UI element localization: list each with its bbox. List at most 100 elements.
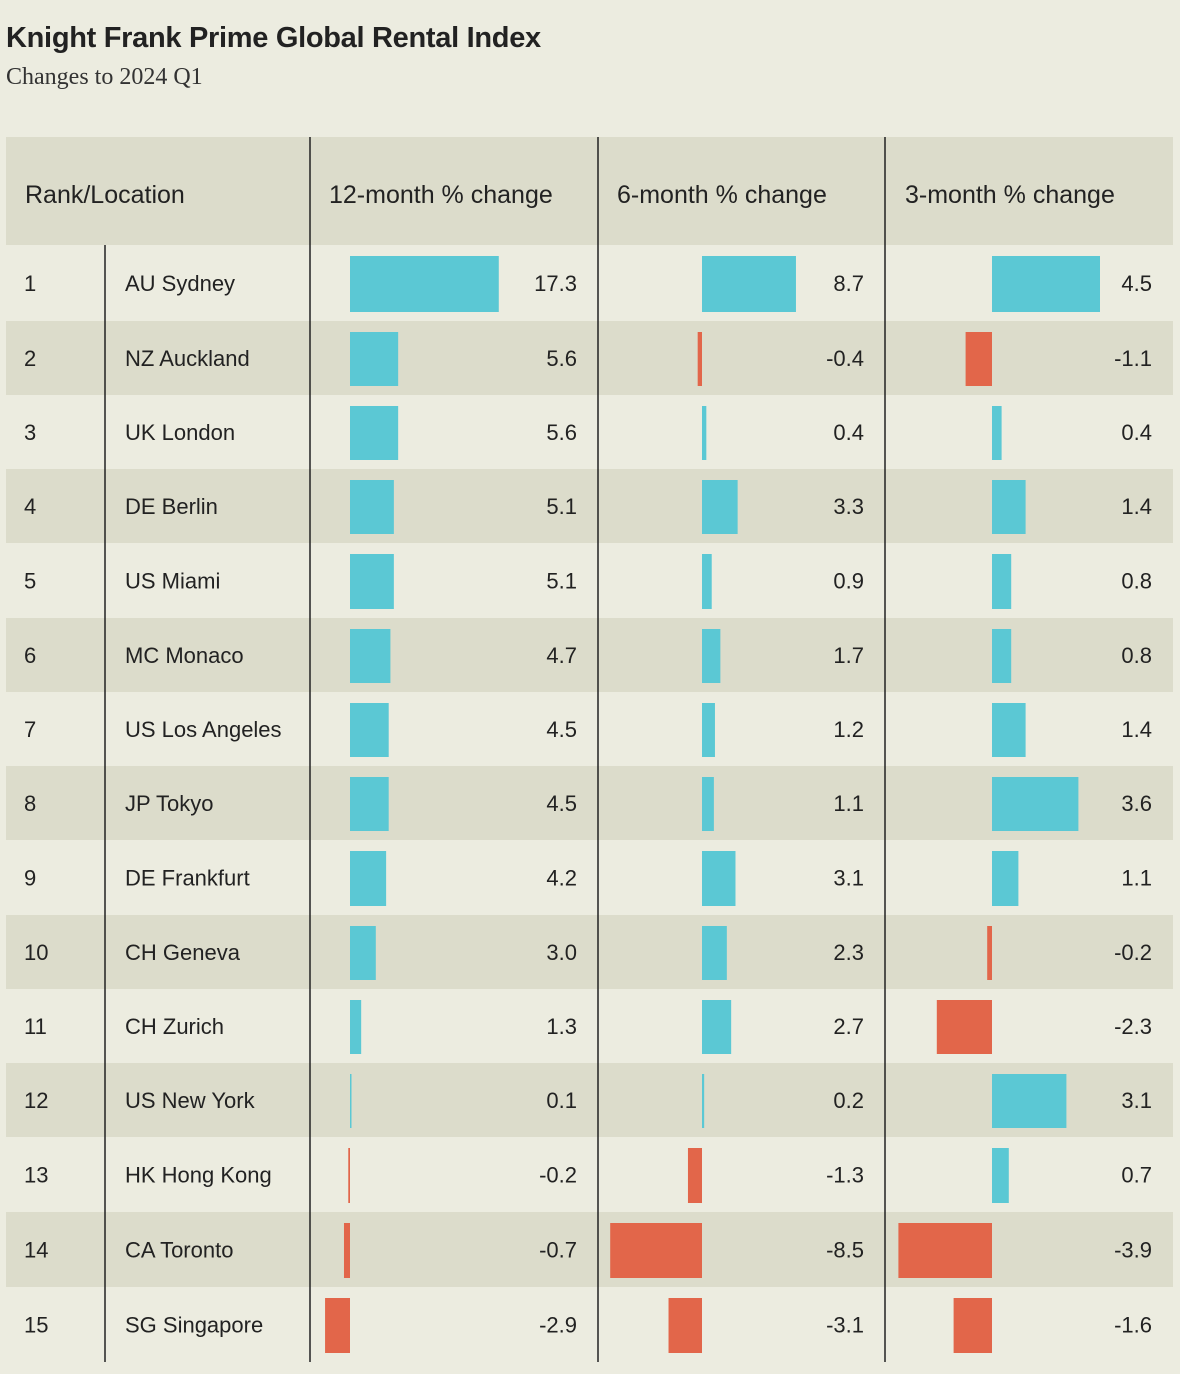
value-label: 4.7 (546, 643, 577, 668)
bar (992, 480, 1026, 534)
value-label: 3.0 (546, 940, 577, 965)
rank-label: 11 (24, 1014, 47, 1039)
value-label: -2.9 (539, 1313, 577, 1338)
bar (350, 703, 389, 757)
bar (348, 1148, 350, 1203)
value-label: 0.9 (833, 569, 864, 594)
rank-label: 1 (24, 271, 36, 296)
value-label: 3.6 (1121, 791, 1152, 816)
value-label: -8.5 (826, 1238, 864, 1263)
table-row-band (6, 618, 1173, 692)
bar (702, 851, 736, 906)
location-label: US New York (125, 1088, 256, 1113)
bar (702, 480, 738, 534)
bar (992, 406, 1002, 460)
value-label: 2.7 (833, 1014, 864, 1039)
rank-label: 6 (24, 643, 36, 668)
value-label: -0.2 (539, 1163, 577, 1188)
value-label: 17.3 (534, 271, 577, 296)
value-label: 0.7 (1121, 1163, 1152, 1188)
bar (350, 332, 399, 386)
bar (992, 703, 1026, 757)
bar (992, 1074, 1067, 1128)
rank-label: 8 (24, 791, 36, 816)
location-label: AU Sydney (125, 271, 235, 296)
location-label: DE Frankfurt (125, 866, 250, 891)
bar (992, 554, 1012, 609)
column-header: Rank/Location (25, 181, 185, 209)
rank-label: 10 (24, 940, 48, 965)
table-row-band (6, 469, 1173, 543)
bar (350, 256, 499, 312)
rank-label: 12 (24, 1088, 48, 1113)
bar (992, 256, 1100, 312)
bar (350, 1074, 352, 1128)
bar (702, 1000, 732, 1054)
bar (702, 926, 727, 980)
value-label: -3.1 (826, 1313, 864, 1338)
value-label: -2.3 (1114, 1014, 1152, 1039)
table-row-band (6, 1063, 1173, 1137)
rank-label: 14 (24, 1238, 48, 1263)
bar (687, 1148, 702, 1203)
location-label: CH Zurich (125, 1014, 224, 1039)
rental-index-table: Rank/Location 12-month % change 6-month % … (6, 137, 1173, 1362)
value-label: 1.4 (1121, 494, 1152, 519)
value-label: 5.1 (546, 569, 577, 594)
value-label: 1.2 (833, 717, 864, 742)
column-header: 6-month % change (617, 181, 827, 209)
value-label: 4.2 (546, 866, 577, 891)
table-row-band (6, 766, 1173, 840)
value-label: 0.4 (833, 420, 864, 445)
value-label: 4.5 (1121, 271, 1152, 296)
location-label: UK London (125, 420, 235, 445)
rank-label: 3 (24, 420, 36, 445)
bar (992, 851, 1019, 906)
value-label: 3.3 (833, 494, 864, 519)
bar (702, 703, 715, 757)
rental-index-chart: Rank/Location 12-month % change 6-month % … (6, 137, 1173, 1362)
value-label: 1.4 (1121, 717, 1152, 742)
rank-label: 7 (24, 717, 36, 742)
rank-label: 2 (24, 346, 36, 371)
table-row-band (6, 915, 1173, 989)
chart-title: Knight Frank Prime Global Rental Index (6, 22, 541, 54)
bar (350, 851, 387, 906)
bar (610, 1223, 702, 1278)
location-label: SG Singapore (125, 1313, 263, 1338)
value-label: -3.9 (1114, 1238, 1152, 1263)
value-label: 1.1 (833, 791, 864, 816)
rank-label: 4 (24, 494, 36, 519)
value-label: 4.5 (546, 791, 577, 816)
bar (343, 1223, 350, 1278)
value-label: 0.2 (833, 1088, 864, 1113)
value-label: -0.7 (539, 1238, 577, 1263)
value-label: -1.3 (826, 1163, 864, 1188)
bar (697, 332, 702, 386)
location-label: NZ Auckland (125, 346, 250, 371)
bar (992, 629, 1012, 683)
value-label: -0.2 (1114, 940, 1152, 965)
value-label: -0.4 (826, 346, 864, 371)
bar (325, 1298, 350, 1353)
rank-label: 9 (24, 866, 36, 891)
value-label: 1.7 (833, 643, 864, 668)
rank-label: 13 (24, 1163, 48, 1188)
location-label: CA Toronto (125, 1238, 233, 1263)
value-label: 3.1 (833, 866, 864, 891)
location-label: DE Berlin (125, 494, 218, 519)
bar (992, 777, 1079, 831)
value-label: 8.7 (833, 271, 864, 296)
location-label: US Miami (125, 569, 220, 594)
rank-label: 5 (24, 569, 36, 594)
bar (702, 777, 714, 831)
bar (702, 256, 796, 312)
bar (350, 1000, 362, 1054)
column-header: 12-month % change (329, 181, 553, 209)
bar (350, 406, 399, 460)
bar (702, 406, 707, 460)
location-label: HK Hong Kong (125, 1163, 272, 1188)
value-label: -1.6 (1114, 1313, 1152, 1338)
value-label: 5.6 (546, 346, 577, 371)
column-header: 3-month % change (905, 181, 1115, 209)
